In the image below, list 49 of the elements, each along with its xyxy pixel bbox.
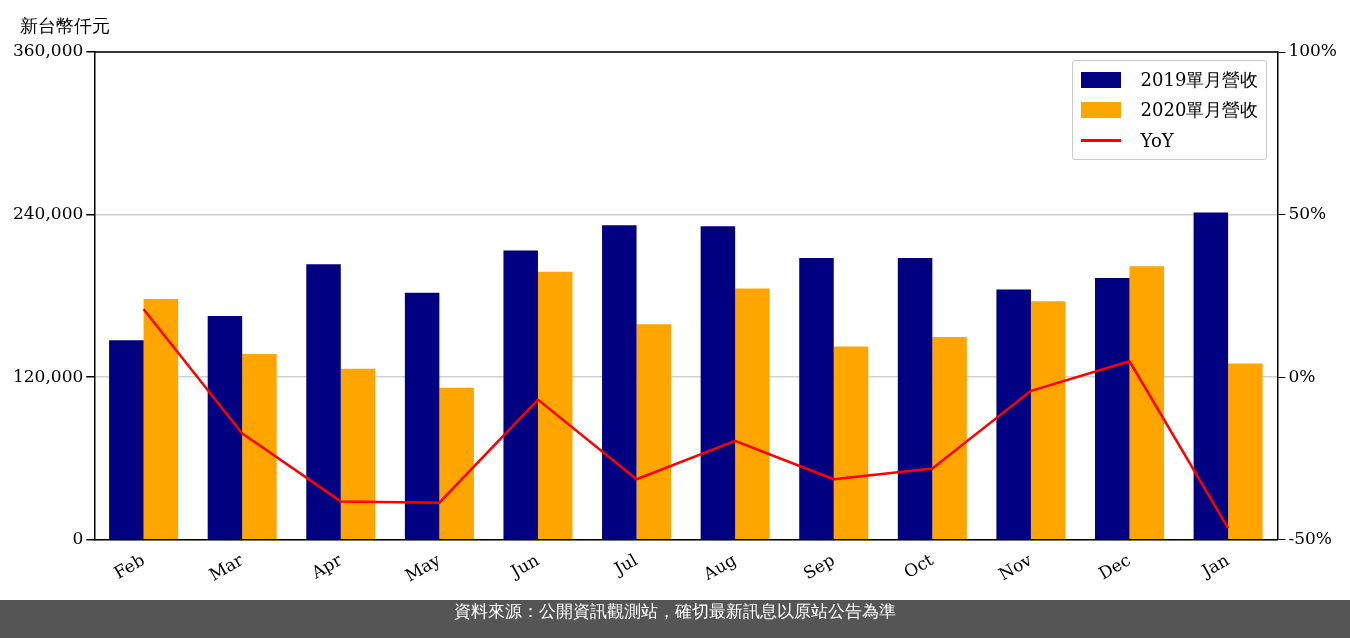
y2-tick-label: 50% <box>1288 203 1327 224</box>
bar <box>207 315 243 540</box>
bar <box>833 346 869 540</box>
x-tick-label: Oct <box>900 549 937 583</box>
x-tick-label: Jun <box>505 549 543 583</box>
x-tick-label: Feb <box>110 549 148 583</box>
legend-label: YoY <box>1140 129 1174 151</box>
y-tick-label: 120,000 <box>12 365 84 386</box>
bar <box>404 292 440 540</box>
legend-label: 2019單月營收 <box>1140 68 1259 92</box>
bar <box>996 289 1031 540</box>
legend-label: 2020單月營收 <box>1140 98 1259 122</box>
y-axis-title: 新台幣仟元 <box>20 14 110 38</box>
x-tick-label: Jan <box>1196 549 1233 582</box>
x-tick-label: May <box>401 549 444 586</box>
bar <box>109 340 144 540</box>
y2-tick-label: 100% <box>1288 40 1338 61</box>
x-tick-label: Aug <box>698 549 740 585</box>
y-tick-label: 0 <box>72 528 84 549</box>
bar <box>735 288 770 540</box>
bar <box>242 354 277 540</box>
bar <box>306 264 341 540</box>
bar <box>1193 212 1229 540</box>
source-note: 資料來源：公開資訊觀測站，確切最新訊息以原站公告為準 <box>0 600 1350 638</box>
bar <box>799 257 834 540</box>
y-tick-label: 240,000 <box>12 203 84 224</box>
x-tick-label: Jul <box>608 549 641 580</box>
bar <box>340 368 376 540</box>
bar <box>897 257 933 540</box>
bar <box>1030 301 1066 540</box>
bar <box>1095 278 1130 540</box>
bar <box>700 226 736 540</box>
bar <box>503 250 538 540</box>
bar <box>932 337 967 540</box>
bar <box>439 387 474 540</box>
x-tick-label: Dec <box>1094 549 1134 584</box>
x-tick-label: Sep <box>799 549 839 584</box>
bar <box>602 225 637 540</box>
bar <box>636 324 672 540</box>
y-tick-label: 360,000 <box>12 40 84 61</box>
x-tick-label: Apr <box>307 549 346 584</box>
bar <box>143 299 179 540</box>
bar <box>537 271 573 540</box>
x-tick-label: Nov <box>995 549 1036 585</box>
y2-tick-label: 0% <box>1288 365 1316 386</box>
bar <box>1129 266 1165 540</box>
y2-tick-label: -50% <box>1288 528 1332 549</box>
bar <box>1228 363 1263 540</box>
x-tick-label: Mar <box>205 549 248 585</box>
